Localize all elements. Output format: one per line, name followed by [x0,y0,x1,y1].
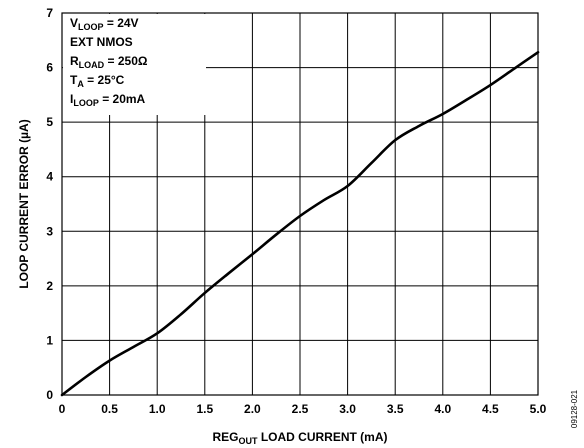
annotation-subscript: LOOP [78,22,104,32]
y-tick-labels: 0 1 2 3 4 5 6 7 [46,6,53,402]
annotation-subscript: A [77,79,84,89]
y-tick-label: 4 [46,170,53,184]
y-tick-label: 3 [46,224,53,238]
x-tick-label: 1.0 [149,402,166,416]
annotation-subscript: LOOP [73,98,99,108]
annotation-subscript: LOAD [79,60,105,70]
x-axis-title-prefix: REG [212,430,238,444]
x-axis-title: REGOUT LOAD CURRENT (mA) [212,430,387,446]
annotation-main: T [70,73,78,87]
annotation-line: RLOAD = 250Ω [70,54,148,70]
y-axis-title: LOOP CURRENT ERROR (µA) [17,119,31,288]
x-tick-label: 2.0 [244,402,261,416]
annotation-main: R [70,54,79,68]
x-axis-title-subscript: OUT [239,436,259,446]
x-tick-label: 2.5 [292,402,309,416]
x-tick-label: 1.5 [196,402,213,416]
y-tick-label: 7 [46,6,53,20]
y-tick-label: 2 [46,279,53,293]
annotation-rest: = 25°C [84,73,125,87]
x-tick-label: 0 [59,402,66,416]
annotation-main: V [70,16,78,30]
annotation-line: TA = 25°C [70,73,125,89]
annotation-box [63,14,206,115]
y-tick-label: 1 [46,333,53,347]
x-tick-label: 4.5 [482,402,499,416]
annotation-main: I [70,92,73,106]
annotation-rest: = 24V [104,16,139,30]
x-axis-title-suffix: LOAD CURRENT (mA) [258,430,388,444]
y-tick-label: 0 [46,388,53,402]
annotation-line: EXT NMOS [70,35,133,49]
x-tick-label: 3.5 [387,402,404,416]
figure-id: 09128-021 [570,389,579,428]
x-tick-label: 4.0 [434,402,451,416]
x-tick-label: 0.5 [101,402,118,416]
y-tick-label: 5 [46,115,53,129]
series-group [60,50,540,397]
series-line [60,50,540,397]
annotation-rest: = 20mA [99,92,146,106]
x-tick-labels: 0 0.5 1.0 1.5 2.0 2.5 3.0 3.5 4.0 4.5 5.0 [59,402,547,416]
x-tick-label: 3.0 [339,402,356,416]
annotation-main: EXT NMOS [70,35,133,49]
annotation-line: ILOOP = 20mA [70,92,146,108]
x-tick-label: 5.0 [530,402,547,416]
annotation-line: VLOOP = 24V [70,16,139,32]
y-tick-label: 6 [46,61,53,75]
annotation-rest: = 250Ω [104,54,148,68]
plot-frame [61,12,539,396]
